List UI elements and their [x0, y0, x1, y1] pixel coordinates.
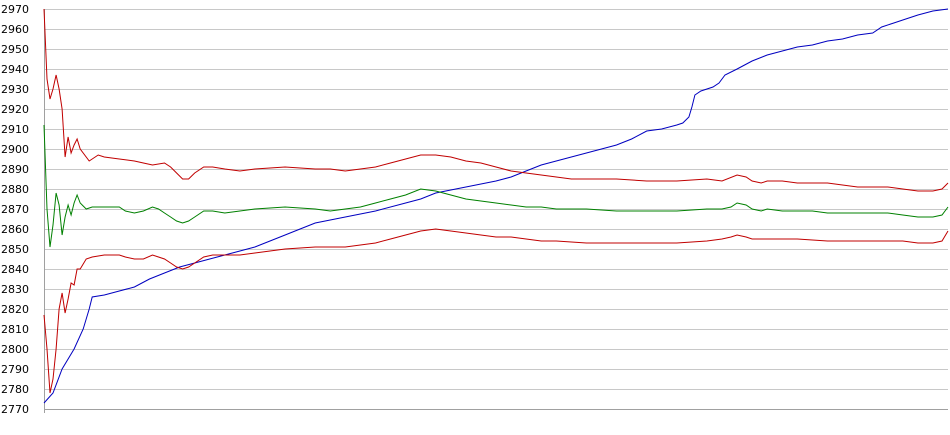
- y-tick-label: 2860: [1, 223, 29, 236]
- y-tick-label: 2870: [1, 203, 29, 216]
- y-tick-label: 2890: [1, 163, 29, 176]
- y-tick-label: 2900: [1, 143, 29, 156]
- y-tick-label: 2970: [1, 3, 29, 16]
- y-tick-label: 2950: [1, 43, 29, 56]
- y-tick-label: 2810: [1, 323, 29, 336]
- series-line-1: [43, 8, 949, 404]
- y-tick-label: 2930: [1, 83, 29, 96]
- y-tick-label: 2770: [1, 403, 29, 416]
- y-tick-label: 2940: [1, 63, 29, 76]
- y-tick-label: 2920: [1, 103, 29, 116]
- y-tick-label: 2780: [1, 383, 29, 396]
- y-axis-tick-labels: 2770 2780 2790 2800 2810 2820 2830 2840 2850 2860…: [1, 3, 29, 416]
- axes: [44, 9, 948, 413]
- y-tick-label: 2830: [1, 283, 29, 296]
- series-lines: [43, 8, 949, 404]
- y-tick-label: 2880: [1, 183, 29, 196]
- y-tick-label: 2910: [1, 123, 29, 136]
- series-line-3: [43, 124, 949, 248]
- y-tick-label: 2820: [1, 303, 29, 316]
- y-tick-label: 2800: [1, 343, 29, 356]
- y-tick-label: 2850: [1, 243, 29, 256]
- series-line-2: [43, 8, 949, 192]
- series-line-4: [43, 228, 949, 394]
- y-tick-label: 2960: [1, 23, 29, 36]
- gridlines: [44, 9, 948, 410]
- y-tick-label: 2840: [1, 263, 29, 276]
- y-tick-label: 2790: [1, 363, 29, 376]
